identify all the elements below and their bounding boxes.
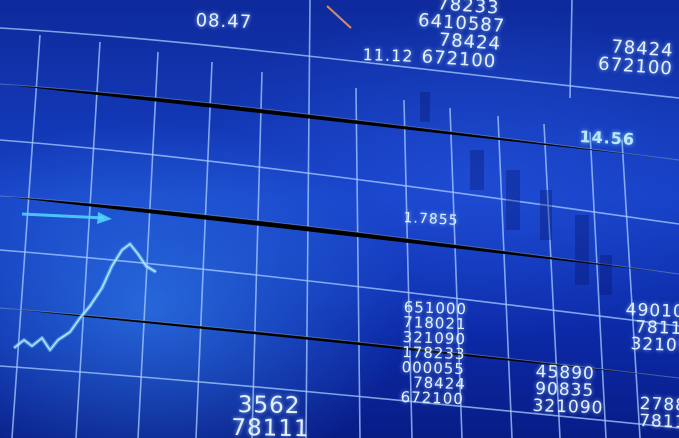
ticker-column-top-right: 78424 672100 (597, 36, 674, 79)
arrow-right-icon (21, 212, 112, 224)
price-label-mid-b: 14.56 (579, 127, 636, 149)
grid-line-horizontal (0, 365, 679, 429)
ticker-column-top-center: 78233 6410587 78424 672100 (415, 0, 507, 72)
grid-line-vertical (589, 131, 607, 438)
ticker-value: 672100 (400, 387, 465, 409)
grid-line-horizontal (0, 139, 679, 225)
grid-line-vertical (543, 123, 561, 438)
ticker-value: 78111 (231, 414, 310, 438)
grid-line-vertical (195, 61, 213, 438)
ticker-value: 321090 (532, 395, 604, 419)
ticker-column-bottom-far-right: 2788 7811 (638, 394, 679, 433)
grid-line-vertical (11, 34, 41, 438)
price-label-center: 1.7855 (403, 210, 459, 229)
grid-line-vertical (305, 0, 311, 438)
grid-line-vertical (621, 139, 641, 438)
price-label-mid-a: 11.12 (362, 45, 414, 66)
grid-line-vertical (355, 87, 361, 438)
orange-tick-icon (326, 5, 352, 29)
ticker-column-bottom-mid: 45890 90835 321090 (532, 362, 605, 419)
ticker-column-bottom-center: 651000 718021 321090 178233 000055 78424… (400, 298, 468, 409)
grid-line-vertical (75, 41, 101, 438)
sparkline-icon (12, 242, 158, 352)
grid-line-vertical (251, 71, 263, 438)
ticker-column-bottom-left: 3562 78111 (231, 392, 310, 438)
grid-line-vertical (497, 115, 513, 438)
grid-line-vertical (569, 0, 573, 99)
ticker-value: 32109 (630, 334, 679, 357)
ticker-value: 672100 (597, 53, 674, 80)
grid-line-horizontal (0, 27, 679, 99)
grid-line-vertical (403, 99, 413, 438)
grid-line-vertical (449, 107, 463, 438)
ticker-value: 7811 (638, 410, 679, 433)
ticker-column-bottom-right: 49010 7811 32109 (624, 300, 679, 357)
price-label-top-left: 08.47 (195, 10, 253, 33)
grid-line-vertical (137, 51, 159, 438)
